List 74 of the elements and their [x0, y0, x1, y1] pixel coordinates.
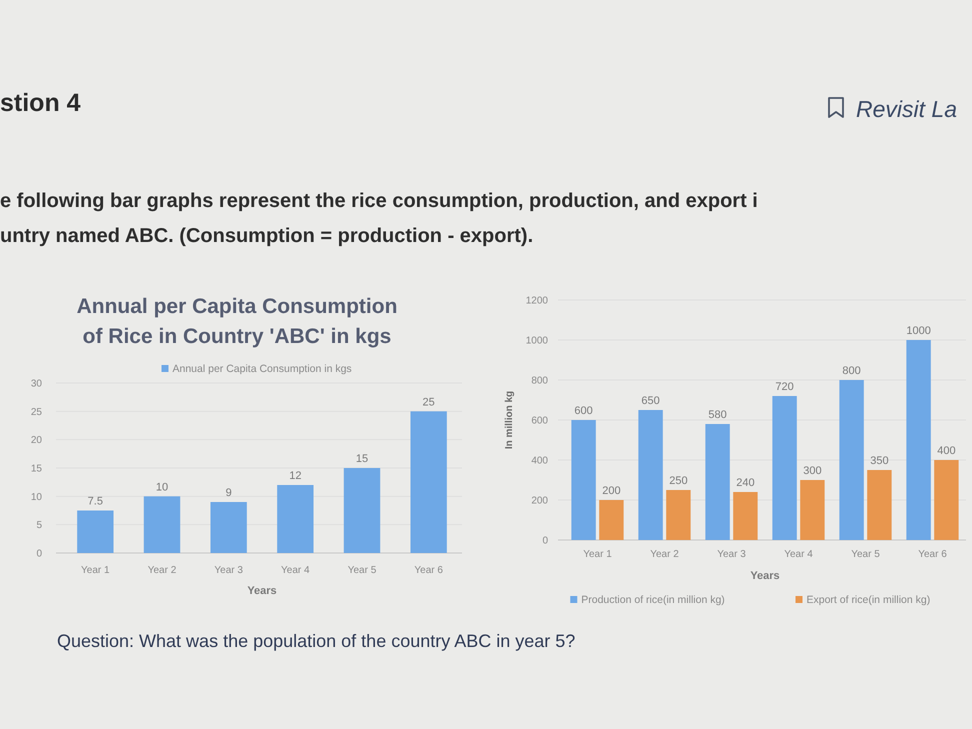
- x-tick-label: Year 6: [414, 565, 444, 576]
- data-label: 650: [641, 395, 660, 407]
- bar: [934, 460, 959, 540]
- text: Revisit La: [856, 96, 957, 122]
- x-tick-label: Year 5: [348, 565, 377, 576]
- y-tick-label: 15: [30, 464, 42, 474]
- y-tick-label: 0: [542, 536, 548, 546]
- y-tick-label: 800: [531, 376, 548, 386]
- data-label: 10: [156, 481, 168, 494]
- data-label: 25: [422, 396, 435, 408]
- legend-label: Annual per Capita Consumption in kgs: [172, 363, 352, 375]
- y-tick-label: 5: [36, 520, 42, 532]
- chart-title: Annual per Capita Consumption of Rice in Country 'ABC' in kgs: [76, 295, 398, 348]
- data-label: 7.5: [88, 496, 103, 508]
- bar: [638, 410, 663, 540]
- x-tick-label: Year 1: [81, 565, 110, 576]
- x-tick-label: Year 6: [918, 549, 948, 560]
- x-tick-label: Year 4: [784, 549, 814, 560]
- legend-label: Export of rice(in million kg): [806, 594, 930, 606]
- bar: [77, 510, 114, 553]
- y-axis-title: In million kg: [504, 390, 515, 450]
- data-label: 250: [669, 475, 688, 487]
- data-label: 580: [708, 409, 727, 421]
- bar: [705, 424, 730, 540]
- data-label: 350: [870, 455, 889, 467]
- x-tick-label: Year 3: [214, 565, 244, 576]
- data-label: 300: [803, 465, 822, 477]
- data-label: 12: [289, 470, 302, 482]
- x-tick-label: Year 1: [583, 549, 612, 560]
- bar: [867, 470, 892, 540]
- bar: [772, 396, 797, 540]
- y-tick-label: 1200: [526, 296, 548, 306]
- data-label: 240: [736, 477, 755, 489]
- bar: [571, 420, 596, 540]
- bar: [800, 480, 825, 540]
- y-tick-label: 10: [30, 492, 42, 503]
- y-tick-label: 1000: [526, 336, 548, 346]
- bar: [599, 500, 624, 540]
- bar: [277, 485, 314, 553]
- x-tick-label: Year 2: [148, 565, 177, 576]
- text: Question: What was the population of the country ABC in year 5?: [57, 631, 576, 651]
- text: stion 4: [0, 89, 81, 117]
- bar: [906, 340, 931, 540]
- bar: [733, 492, 758, 540]
- text: e following bar graphs represent the rice consumption, production, and export i: [0, 190, 758, 212]
- y-tick-label: 0: [36, 548, 42, 560]
- x-axis-title: Years: [247, 585, 277, 597]
- x-tick-label: Year 4: [281, 565, 310, 576]
- y-tick-label: 25: [30, 406, 42, 418]
- data-label: 800: [842, 365, 861, 377]
- y-tick-label: 20: [30, 435, 42, 446]
- legend-label: Production of rice(in million kg): [581, 594, 725, 606]
- text: untry named ABC. (Consumption = production - export).: [0, 225, 534, 247]
- y-tick-label: 200: [531, 496, 548, 506]
- bar: [144, 496, 180, 553]
- x-tick-label: Year 2: [650, 549, 680, 560]
- y-tick-label: 30: [30, 378, 42, 390]
- y-tick-label: 600: [531, 416, 548, 426]
- x-tick-label: Year 3: [717, 549, 746, 560]
- data-label: 200: [602, 485, 621, 497]
- data-label: 400: [937, 445, 956, 457]
- bar: [410, 411, 447, 553]
- y-tick-label: 400: [531, 456, 548, 466]
- data-label: 9: [226, 487, 232, 499]
- bar: [839, 380, 864, 540]
- data-label: 720: [775, 381, 794, 393]
- data-label: 1000: [906, 325, 931, 337]
- x-tick-label: Year 5: [851, 549, 880, 560]
- bar: [210, 502, 247, 553]
- data-label: 600: [574, 405, 593, 417]
- bar: [344, 468, 380, 553]
- x-axis-title: Years: [750, 570, 780, 582]
- data-label: 15: [356, 453, 368, 465]
- bar: [666, 490, 691, 540]
